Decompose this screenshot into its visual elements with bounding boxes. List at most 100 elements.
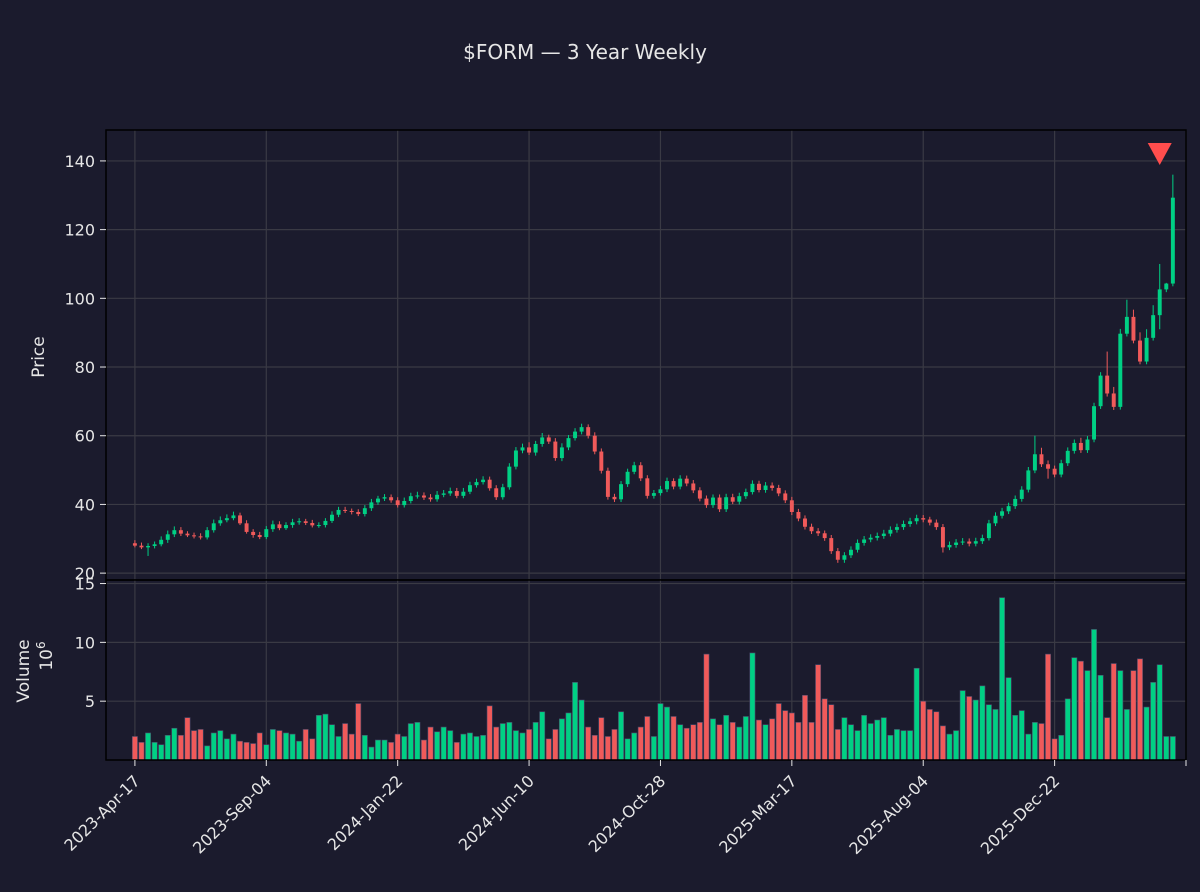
candle-body [1164,283,1169,290]
candle-body [888,529,893,534]
volume-bar [966,696,973,761]
candle-body [1019,489,1024,499]
volume-bar [729,722,736,761]
candle-body [684,478,689,484]
volume-bar [565,712,572,761]
candle-body [724,497,729,510]
candle-body [651,493,656,496]
candle-body [816,531,821,534]
candle-body [1092,406,1096,440]
volume-bar [355,703,362,761]
volume-bar [900,730,907,761]
volume-bar [138,742,145,761]
candle-body [789,500,794,512]
volume-bar [453,742,460,761]
volume-bar [992,709,999,761]
volume-bar [558,718,565,761]
volume-bar [276,730,283,761]
volume-bar [1117,670,1124,761]
volume-bar [434,731,441,761]
price-tick-label: 140 [64,152,95,171]
volume-bar [644,716,651,761]
candle-body [980,538,985,542]
volume-bar [1012,714,1019,761]
candle-body [421,495,426,498]
candle-body [172,530,177,535]
volume-bar [243,742,250,761]
candle-body [625,471,630,485]
volume-bar [519,732,526,761]
candle-body [1105,375,1110,394]
candle-body [277,524,282,529]
volume-bar [447,730,454,761]
price-tick-label: 20 [75,564,95,583]
candle-body [540,437,545,444]
candle-body [848,549,853,556]
volume-bar [572,682,578,761]
candle-body [829,538,834,552]
volume-bar [848,724,854,761]
x-tick-label: 2025-Aug-04 [845,771,932,858]
candle-body [638,465,643,479]
candle-body [198,536,203,538]
volume-bar [821,698,828,761]
volume-bar [985,704,992,761]
volume-bar [1018,710,1025,761]
candle-body [809,526,814,532]
candle-body [743,492,748,497]
candle-body [1000,511,1005,516]
candle-body [1046,464,1051,469]
candle-body [349,510,354,512]
candle-body [763,485,768,490]
volume-bar [375,739,381,761]
candle-body [284,525,288,529]
volume-bar [269,729,276,761]
volume-bar [197,729,204,761]
volume-bar [230,733,237,761]
x-tick-label: 2025-Dec-22 [977,771,1064,858]
volume-bar [1104,717,1111,761]
x-axis: 2023-Apr-17 2023-Sep-04 2024-Jan-22 2024-Ju… [60,760,1187,858]
candle-body [730,497,735,502]
volume-bar [204,745,211,761]
candle-body [303,521,308,523]
candle-body [546,437,551,442]
volume-bar [381,739,388,761]
candle-body [678,478,683,487]
volume-bar [440,726,447,761]
candle-body [960,541,965,543]
candle-body [435,494,440,500]
candle-body [527,447,532,453]
volume-bar [552,729,559,761]
volume-bar [1084,670,1091,761]
candle-body [231,515,236,519]
candle-body [192,535,196,537]
candle-body [369,502,374,509]
volume-bar [329,724,335,761]
candle-body [389,497,394,501]
volume-bar [1064,698,1071,761]
price-tick-label: 40 [75,495,95,514]
volume-bar [696,722,703,761]
candle-body [467,485,472,492]
volume-bar [591,734,598,761]
volume-bar [716,724,723,761]
candle-body [770,485,775,488]
volume-bar [999,597,1005,761]
volume-bar [1025,733,1032,761]
volume-bar [946,733,953,761]
volume-bar [769,718,776,761]
volume-bar [322,713,329,761]
candle-body [178,530,183,534]
volume-bar [861,714,868,761]
candle-body [671,481,676,487]
volume-bar [887,734,894,761]
candle-body [993,515,998,524]
candle-body [934,522,939,528]
candle-body [395,500,400,506]
volume-bar [401,736,408,761]
volume-bar [907,730,914,761]
volume-bar [342,723,349,761]
volume-bar [782,710,789,761]
volume-bar [499,723,506,761]
